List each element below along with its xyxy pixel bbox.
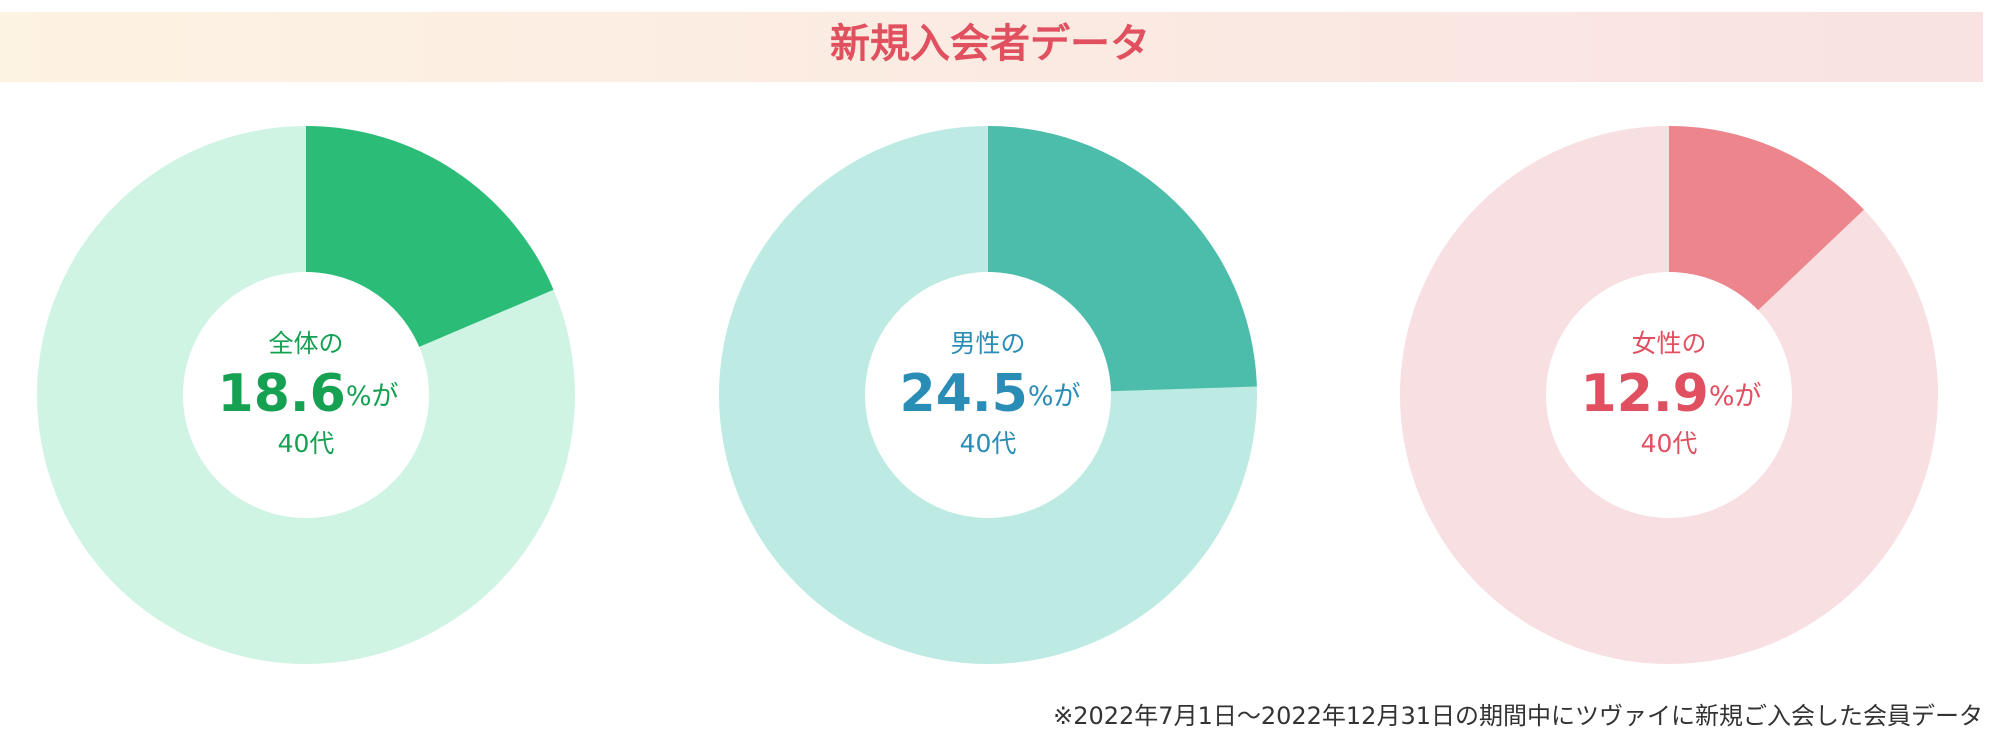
footnote: ※2022年7月1日〜2022年12月31日の期間中にツヴァイに新規ご入会した会… xyxy=(1053,702,1983,730)
value-label: 24.5 xyxy=(900,364,1028,424)
donut-value-line: 12.9%が xyxy=(1581,364,1762,424)
value-label: 12.9 xyxy=(1581,364,1709,424)
value-unit: %が xyxy=(1028,381,1081,412)
value-label: 18.6 xyxy=(218,364,346,424)
donut-hole xyxy=(183,272,429,518)
donut-hole xyxy=(1546,272,1792,518)
donut-label: 全体の xyxy=(268,329,343,358)
donut-caption: 40代 xyxy=(278,429,335,458)
value-unit: %が xyxy=(1709,381,1762,412)
donut-caption: 40代 xyxy=(1641,429,1698,458)
value-unit: %が xyxy=(346,381,399,412)
donut-caption: 40代 xyxy=(960,429,1017,458)
donut-value-line: 24.5%が xyxy=(900,364,1081,424)
page-title: 新規入会者データ xyxy=(830,21,1150,67)
donut-value-line: 18.6%が xyxy=(218,364,399,424)
donut-hole xyxy=(865,272,1111,518)
donut-label: 女性の xyxy=(1631,329,1706,358)
donut-label: 男性の xyxy=(950,329,1025,358)
title-bar xyxy=(0,12,1983,82)
